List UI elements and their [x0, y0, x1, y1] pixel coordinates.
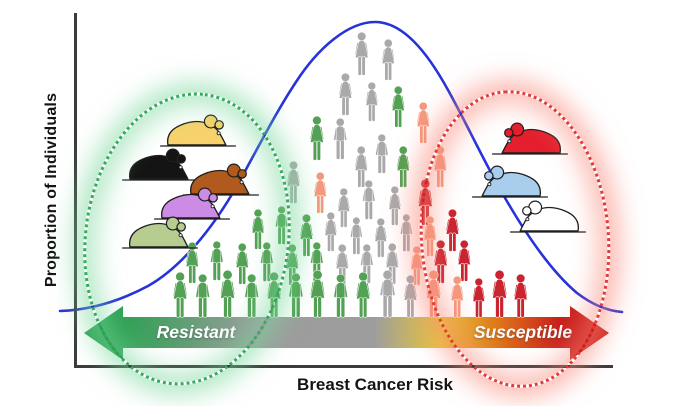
yellow-mouse-icon — [159, 113, 237, 149]
person-green-icon — [389, 86, 407, 128]
y-axis-label: Proportion of Individuals — [43, 92, 60, 288]
person-gray-icon — [373, 134, 391, 174]
person-green-icon — [193, 274, 212, 318]
person-salmon-icon — [423, 270, 444, 318]
resistant-label: Resistant — [156, 322, 236, 342]
arrowhead-right-icon — [570, 306, 609, 360]
red-mouse-icon — [491, 121, 569, 157]
person-salmon-icon — [414, 102, 432, 144]
person-gray-icon — [284, 161, 303, 204]
person-red-icon — [511, 274, 530, 318]
person-gray-icon — [363, 82, 381, 122]
person-red-icon — [489, 270, 510, 318]
person-gray-icon — [331, 118, 349, 160]
bell-curve — [58, 20, 624, 314]
person-green-icon — [273, 206, 290, 245]
person-gray-icon — [401, 275, 420, 318]
person-green-icon — [394, 146, 412, 188]
y-axis-line — [74, 13, 77, 368]
person-green-icon — [170, 272, 190, 318]
arrowhead-left-icon — [84, 306, 123, 360]
person-green-icon — [331, 274, 350, 318]
person-salmon-icon — [311, 172, 329, 214]
person-green-icon — [264, 272, 284, 318]
person-green-icon — [217, 270, 238, 318]
blue-mouse-icon — [471, 164, 549, 200]
susceptible-label: Susceptible — [473, 322, 573, 342]
person-green-icon — [286, 273, 306, 318]
lightgreen-mouse-icon — [121, 215, 199, 251]
person-green-icon — [353, 272, 373, 318]
person-gray-icon — [360, 180, 378, 220]
person-red-icon — [470, 278, 488, 318]
person-gray-icon — [336, 73, 355, 116]
x-axis-label: Breast Cancer Risk — [297, 375, 453, 394]
person-green-icon — [307, 116, 327, 161]
risk-gradient-arrow — [122, 317, 572, 348]
person-salmon-icon — [448, 276, 466, 318]
person-gray-icon — [379, 39, 397, 81]
white-mouse-icon — [509, 199, 587, 235]
person-gray-icon — [352, 32, 371, 76]
person-gray-icon — [377, 270, 398, 318]
person-green-icon — [242, 274, 261, 318]
x-axis-line — [74, 365, 613, 368]
person-green-icon — [307, 270, 328, 318]
